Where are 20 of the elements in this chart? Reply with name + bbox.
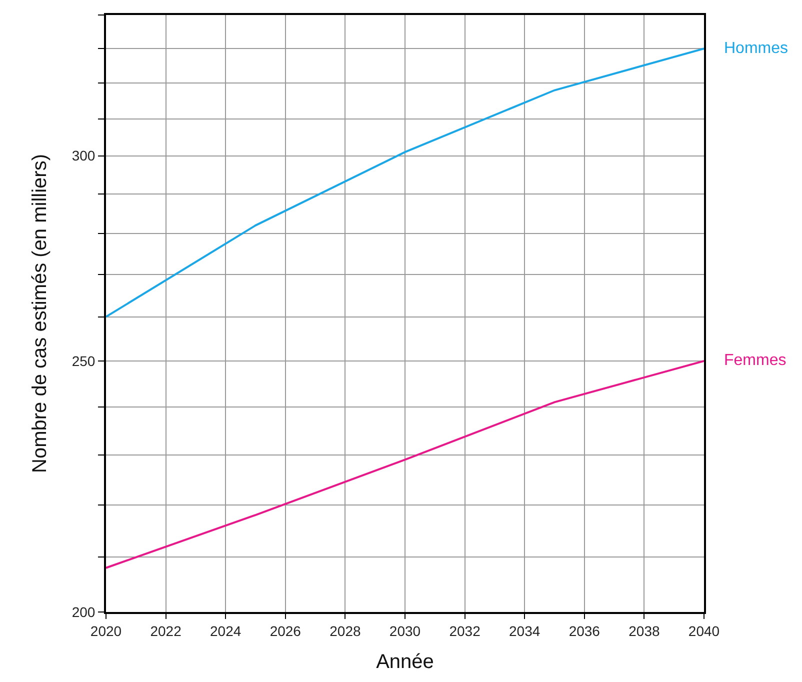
series-label: Hommes <box>724 40 788 57</box>
x-tick-label: 2032 <box>449 622 481 639</box>
x-tick-label: 2020 <box>90 622 122 639</box>
y-tick-label: 300 <box>72 148 96 164</box>
x-tick-label: 2034 <box>509 622 540 639</box>
line-series <box>106 360 704 569</box>
x-tick-label: 2040 <box>688 622 720 639</box>
y-tick-label: 250 <box>72 352 96 369</box>
y-tick-label: 200 <box>72 604 96 620</box>
x-axis-title: Année <box>376 650 434 673</box>
x-tick-label: 2036 <box>568 622 600 639</box>
line-series <box>106 48 704 318</box>
x-tick-label: 2028 <box>330 622 361 639</box>
x-tick-label: 2024 <box>210 622 242 639</box>
x-tick-label: 2038 <box>628 622 660 639</box>
x-tick-label: 2026 <box>270 622 302 639</box>
y-axis-title: Nombre de cas estimés (en milliers) <box>28 154 51 473</box>
x-tick-label: 2030 <box>389 622 421 639</box>
x-tick-label: 2022 <box>150 622 182 639</box>
series-label: Femmes <box>724 352 786 369</box>
